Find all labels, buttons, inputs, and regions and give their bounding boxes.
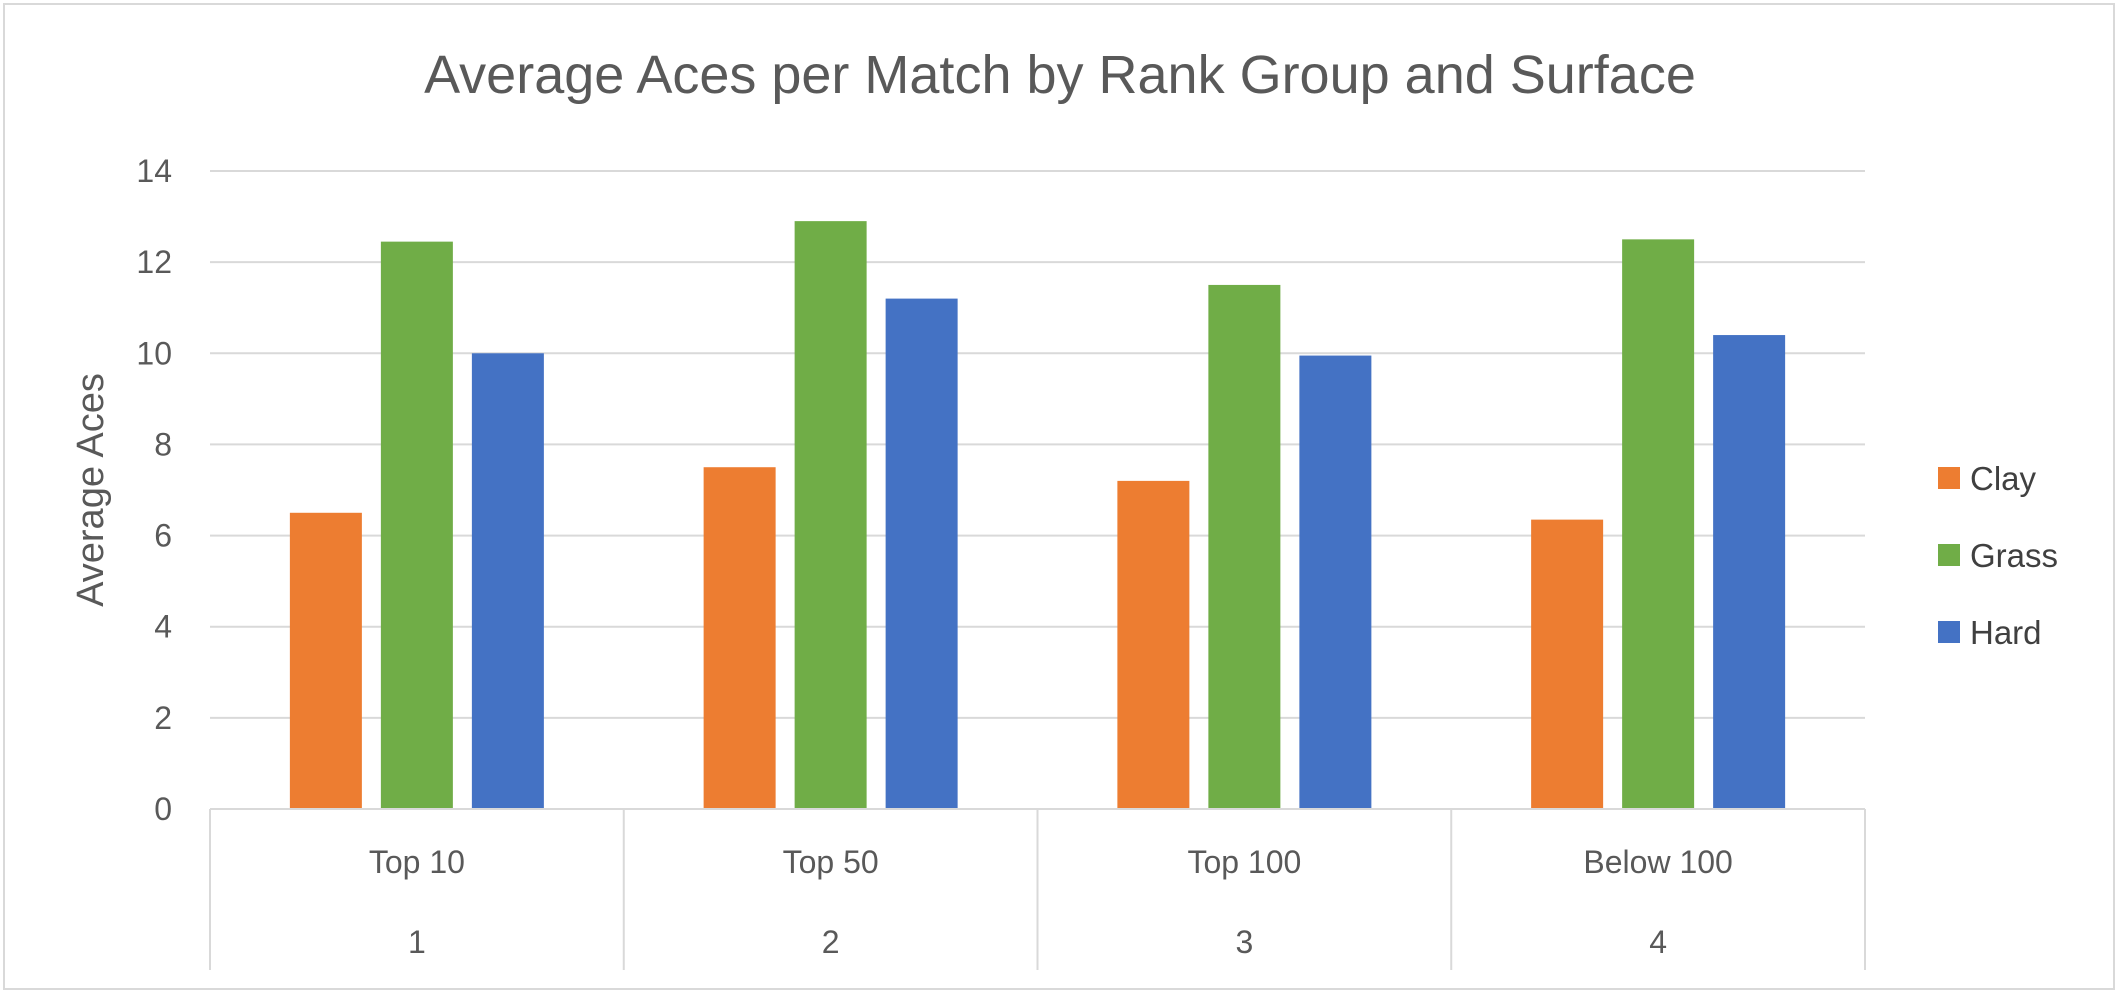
- x-tick-label: Top 10: [369, 844, 465, 880]
- x-tick-label: Top 100: [1187, 844, 1301, 880]
- bar-clay-3: [1117, 480, 1190, 809]
- bar-grass-3: [1208, 284, 1281, 809]
- x-group-number-label: 2: [822, 924, 840, 960]
- x-group-number-label: 3: [1235, 924, 1253, 960]
- y-tick-label: 0: [154, 791, 172, 827]
- y-axis-label: Average Aces: [70, 373, 112, 607]
- x-tick-label: Top 50: [783, 844, 879, 880]
- legend: Clay Grass Hard: [1938, 460, 2058, 651]
- legend-label-grass: Grass: [1970, 537, 2058, 574]
- legend-swatch-grass: [1938, 544, 1960, 566]
- bar-clay-1: [289, 512, 362, 809]
- legend-swatch-clay: [1938, 467, 1960, 489]
- bar-clay-4: [1531, 519, 1604, 809]
- y-tick-label: 14: [136, 153, 172, 189]
- y-tick-label: 8: [154, 426, 172, 462]
- y-tick-label: 2: [154, 700, 172, 736]
- y-tick-label: 12: [136, 244, 172, 280]
- y-tick-label: 10: [136, 335, 172, 371]
- chart-title: Average Aces per Match by Rank Group and…: [424, 45, 1696, 105]
- bar-grass-4: [1622, 239, 1695, 809]
- legend-label-clay: Clay: [1970, 460, 2037, 497]
- bar-hard-3: [1299, 355, 1372, 809]
- bar-hard-2: [885, 298, 958, 809]
- bar-hard-1: [471, 353, 544, 809]
- x-axis: Top 10 1 Top 50 2 Top 100 3 Below 100 4: [209, 808, 1866, 970]
- bar-grass-1: [380, 241, 453, 809]
- bars: [289, 221, 1786, 810]
- y-axis-ticks: 0 2 4 6 8 10 12 14: [136, 153, 172, 827]
- bar-hard-4: [1713, 335, 1786, 809]
- y-tick-label: 6: [154, 518, 172, 554]
- x-group-number-label: 4: [1649, 924, 1667, 960]
- bar-grass-2: [794, 221, 867, 810]
- x-group-number-label: 1: [408, 924, 426, 960]
- bar-clay-2: [703, 467, 776, 809]
- gridlines: [210, 170, 1865, 810]
- legend-label-hard: Hard: [1970, 614, 2042, 651]
- x-tick-label: Below 100: [1583, 844, 1732, 880]
- legend-swatch-hard: [1938, 621, 1960, 643]
- y-tick-label: 4: [154, 609, 172, 645]
